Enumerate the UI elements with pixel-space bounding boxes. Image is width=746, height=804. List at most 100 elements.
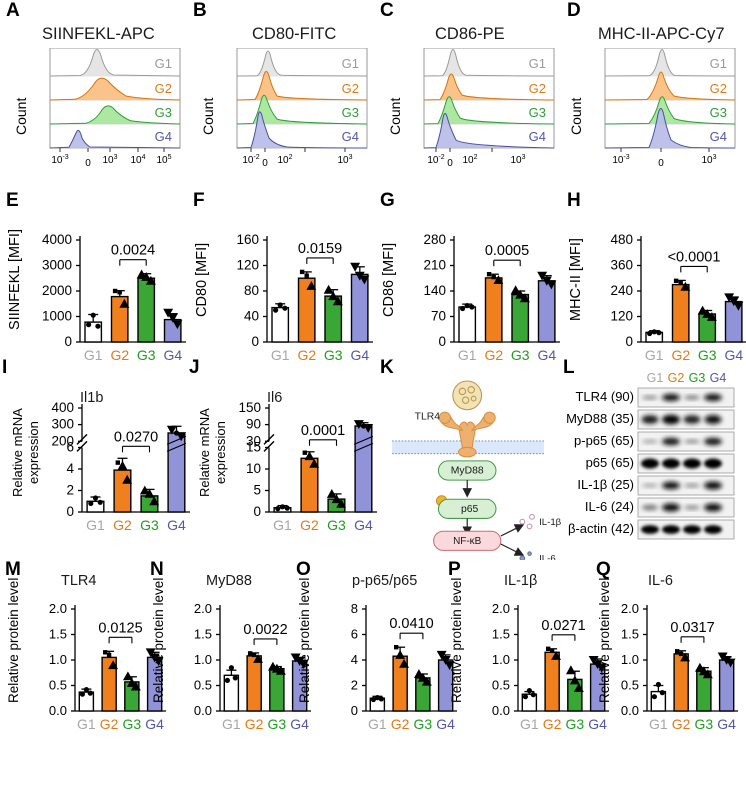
svg-text:1.0: 1.0: [194, 652, 212, 667]
svg-text:10-3: 10-3: [612, 154, 629, 166]
svg-text:80: 80: [244, 283, 259, 298]
svg-text:G2: G2: [245, 716, 264, 732]
svg-text:8: 8: [351, 601, 358, 616]
svg-text:G2: G2: [155, 81, 172, 96]
svg-text:210: 210: [423, 258, 446, 273]
svg-text:G4: G4: [290, 716, 309, 732]
svg-text:G2: G2: [672, 716, 691, 732]
svg-text:102: 102: [277, 154, 292, 166]
svg-text:G4: G4: [145, 716, 164, 732]
svg-text:4: 4: [66, 461, 74, 476]
svg-text:200: 200: [51, 433, 74, 448]
svg-text:1.0: 1.0: [49, 652, 67, 667]
svg-text:0: 0: [64, 334, 72, 349]
svg-text:0.0: 0.0: [492, 703, 510, 718]
svg-text:G2: G2: [342, 81, 359, 96]
svg-text:0.0271: 0.0271: [541, 618, 585, 634]
svg-text:G4: G4: [436, 716, 455, 732]
svg-text:300: 300: [51, 417, 74, 432]
svg-text:0: 0: [85, 158, 91, 169]
svg-text:160: 160: [236, 232, 259, 247]
svg-text:p-p65 (65): p-p65 (65): [574, 433, 634, 448]
svg-text:0: 0: [262, 158, 268, 169]
svg-text:0.0270: 0.0270: [114, 429, 158, 445]
svg-text:G3: G3: [327, 517, 346, 533]
svg-text:0: 0: [66, 504, 74, 519]
svg-text:0.5: 0.5: [492, 678, 510, 693]
svg-text:70: 70: [431, 309, 446, 324]
svg-text:G3: G3: [123, 716, 142, 732]
svg-text:0: 0: [625, 334, 633, 349]
svg-text:0.0125: 0.0125: [98, 620, 142, 636]
svg-text:1.5: 1.5: [621, 627, 639, 642]
svg-text:0.0: 0.0: [621, 703, 639, 718]
svg-text:G3: G3: [268, 716, 287, 732]
svg-text:5: 5: [253, 483, 261, 498]
svg-text:0: 0: [658, 158, 664, 169]
svg-text:10-2: 10-2: [242, 154, 259, 166]
svg-text:4000: 4000: [42, 232, 72, 247]
svg-text:0.5: 0.5: [621, 678, 639, 693]
svg-text:G2: G2: [543, 716, 562, 732]
svg-text:G4: G4: [167, 517, 186, 533]
svg-text:G1: G1: [529, 56, 546, 71]
svg-text:120: 120: [236, 258, 259, 273]
svg-text:0: 0: [251, 334, 259, 349]
svg-text:0: 0: [438, 334, 446, 349]
svg-text:G4: G4: [710, 129, 727, 144]
svg-text:105: 105: [156, 154, 171, 166]
svg-text:β-actin (42): β-actin (42): [568, 521, 634, 536]
svg-text:0: 0: [447, 158, 453, 169]
svg-text:480: 480: [610, 232, 633, 247]
svg-text:103: 103: [337, 154, 352, 166]
svg-text:0.0022: 0.0022: [243, 622, 287, 638]
svg-text:40: 40: [244, 309, 259, 324]
svg-text:360: 360: [610, 258, 633, 273]
svg-text:1.5: 1.5: [194, 627, 212, 642]
svg-text:140: 140: [423, 283, 446, 298]
svg-text:G1: G1: [77, 716, 96, 732]
svg-text:2000: 2000: [42, 283, 72, 298]
svg-text:G2: G2: [300, 517, 319, 533]
svg-text:G2: G2: [391, 716, 410, 732]
svg-text:10: 10: [246, 461, 261, 476]
svg-text:1000: 1000: [42, 309, 72, 324]
svg-text:0.0005: 0.0005: [485, 243, 529, 259]
svg-text:103: 103: [102, 154, 117, 166]
svg-text:G3: G3: [414, 716, 433, 732]
svg-text:<0.0001: <0.0001: [668, 249, 721, 265]
svg-text:0: 0: [351, 703, 358, 718]
svg-text:10-3: 10-3: [51, 154, 68, 166]
svg-text:TLR4: TLR4: [415, 411, 441, 422]
svg-text:G1: G1: [155, 56, 172, 71]
svg-text:150: 150: [238, 400, 261, 415]
svg-text:G1: G1: [273, 517, 292, 533]
svg-text:G3: G3: [140, 517, 159, 533]
svg-text:G1: G1: [342, 56, 359, 71]
svg-text:280: 280: [423, 232, 446, 247]
svg-text:0.0159: 0.0159: [298, 241, 342, 257]
svg-text:G1: G1: [649, 716, 668, 732]
svg-text:IL-6 (24): IL-6 (24): [585, 499, 634, 514]
svg-text:2.0: 2.0: [621, 601, 639, 616]
svg-text:G3: G3: [695, 716, 714, 732]
svg-text:G2: G2: [100, 716, 119, 732]
svg-text:2.0: 2.0: [194, 601, 212, 616]
svg-text:G1: G1: [86, 517, 105, 533]
svg-text:G2: G2: [710, 81, 727, 96]
svg-text:0.0410: 0.0410: [389, 616, 433, 632]
svg-text:2: 2: [66, 483, 74, 498]
svg-text:120: 120: [610, 309, 633, 324]
svg-text:G2: G2: [668, 371, 685, 385]
svg-text:0: 0: [253, 504, 261, 519]
svg-text:G4: G4: [710, 371, 727, 385]
svg-text:0.0: 0.0: [194, 703, 212, 718]
svg-text:G3: G3: [710, 105, 727, 120]
svg-text:2.0: 2.0: [492, 601, 510, 616]
svg-text:G2: G2: [113, 517, 132, 533]
svg-text:0.0: 0.0: [49, 703, 67, 718]
svg-text:3000: 3000: [42, 258, 72, 273]
svg-text:G3: G3: [566, 716, 585, 732]
svg-text:G3: G3: [342, 105, 359, 120]
svg-text:G1: G1: [520, 716, 539, 732]
